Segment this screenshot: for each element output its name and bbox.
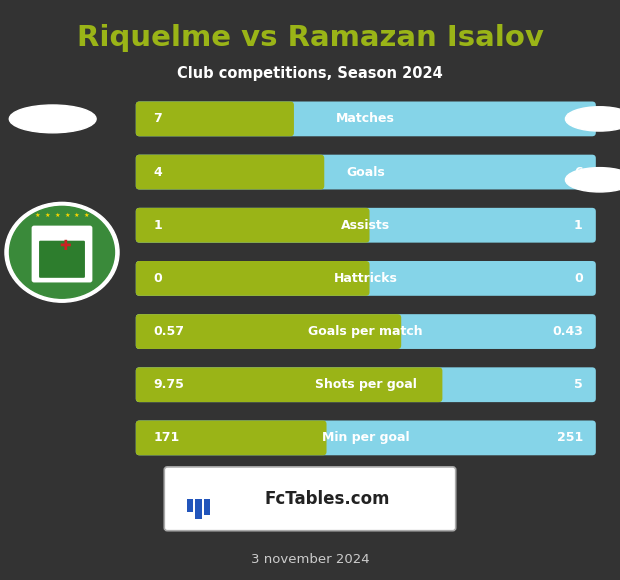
FancyBboxPatch shape bbox=[136, 155, 324, 190]
FancyBboxPatch shape bbox=[32, 226, 92, 282]
Text: Hattricks: Hattricks bbox=[334, 272, 398, 285]
FancyBboxPatch shape bbox=[187, 499, 193, 512]
Text: Goals per match: Goals per match bbox=[309, 325, 423, 338]
FancyBboxPatch shape bbox=[136, 420, 596, 455]
Ellipse shape bbox=[9, 105, 96, 133]
Text: 0.43: 0.43 bbox=[552, 325, 583, 338]
Text: Assists: Assists bbox=[341, 219, 391, 232]
Text: 0.57: 0.57 bbox=[153, 325, 184, 338]
Text: Goals: Goals bbox=[347, 165, 385, 179]
Text: 14: 14 bbox=[565, 113, 583, 125]
Text: ★: ★ bbox=[34, 213, 40, 218]
Text: 1: 1 bbox=[574, 219, 583, 232]
FancyBboxPatch shape bbox=[204, 499, 210, 515]
FancyBboxPatch shape bbox=[136, 420, 327, 455]
FancyBboxPatch shape bbox=[136, 367, 596, 402]
FancyBboxPatch shape bbox=[136, 208, 596, 242]
Text: 1: 1 bbox=[153, 219, 162, 232]
Text: Matches: Matches bbox=[337, 113, 395, 125]
FancyBboxPatch shape bbox=[39, 241, 85, 278]
Text: 171: 171 bbox=[153, 432, 179, 444]
Text: ★: ★ bbox=[54, 213, 60, 218]
Text: Club competitions, Season 2024: Club competitions, Season 2024 bbox=[177, 66, 443, 81]
Text: 0: 0 bbox=[153, 272, 162, 285]
Text: Shots per goal: Shots per goal bbox=[315, 378, 417, 392]
Ellipse shape bbox=[565, 107, 620, 131]
FancyBboxPatch shape bbox=[195, 499, 202, 519]
FancyBboxPatch shape bbox=[136, 314, 401, 349]
Text: 251: 251 bbox=[557, 432, 583, 444]
FancyBboxPatch shape bbox=[136, 208, 370, 242]
FancyBboxPatch shape bbox=[136, 367, 443, 402]
Text: 6: 6 bbox=[574, 165, 583, 179]
FancyBboxPatch shape bbox=[136, 261, 370, 296]
Text: 3 november 2024: 3 november 2024 bbox=[250, 553, 370, 566]
Text: 5: 5 bbox=[574, 378, 583, 392]
Text: ★: ★ bbox=[44, 213, 50, 218]
Text: Min per goal: Min per goal bbox=[322, 432, 410, 444]
Text: ★: ★ bbox=[64, 213, 70, 218]
FancyBboxPatch shape bbox=[136, 155, 596, 190]
FancyBboxPatch shape bbox=[136, 102, 294, 136]
Text: ★: ★ bbox=[84, 213, 90, 218]
Text: 0: 0 bbox=[574, 272, 583, 285]
FancyBboxPatch shape bbox=[136, 261, 596, 296]
FancyBboxPatch shape bbox=[164, 467, 456, 531]
Text: ★: ★ bbox=[74, 213, 80, 218]
Ellipse shape bbox=[5, 202, 119, 302]
Text: 4: 4 bbox=[153, 165, 162, 179]
Ellipse shape bbox=[565, 168, 620, 192]
Text: ✚: ✚ bbox=[60, 240, 71, 253]
Text: FcTables.com: FcTables.com bbox=[264, 490, 390, 508]
Ellipse shape bbox=[9, 206, 115, 298]
Text: 7: 7 bbox=[153, 113, 162, 125]
Text: 9.75: 9.75 bbox=[153, 378, 184, 392]
FancyBboxPatch shape bbox=[136, 314, 596, 349]
FancyBboxPatch shape bbox=[136, 102, 596, 136]
Text: Riquelme vs Ramazan Isalov: Riquelme vs Ramazan Isalov bbox=[76, 24, 544, 52]
